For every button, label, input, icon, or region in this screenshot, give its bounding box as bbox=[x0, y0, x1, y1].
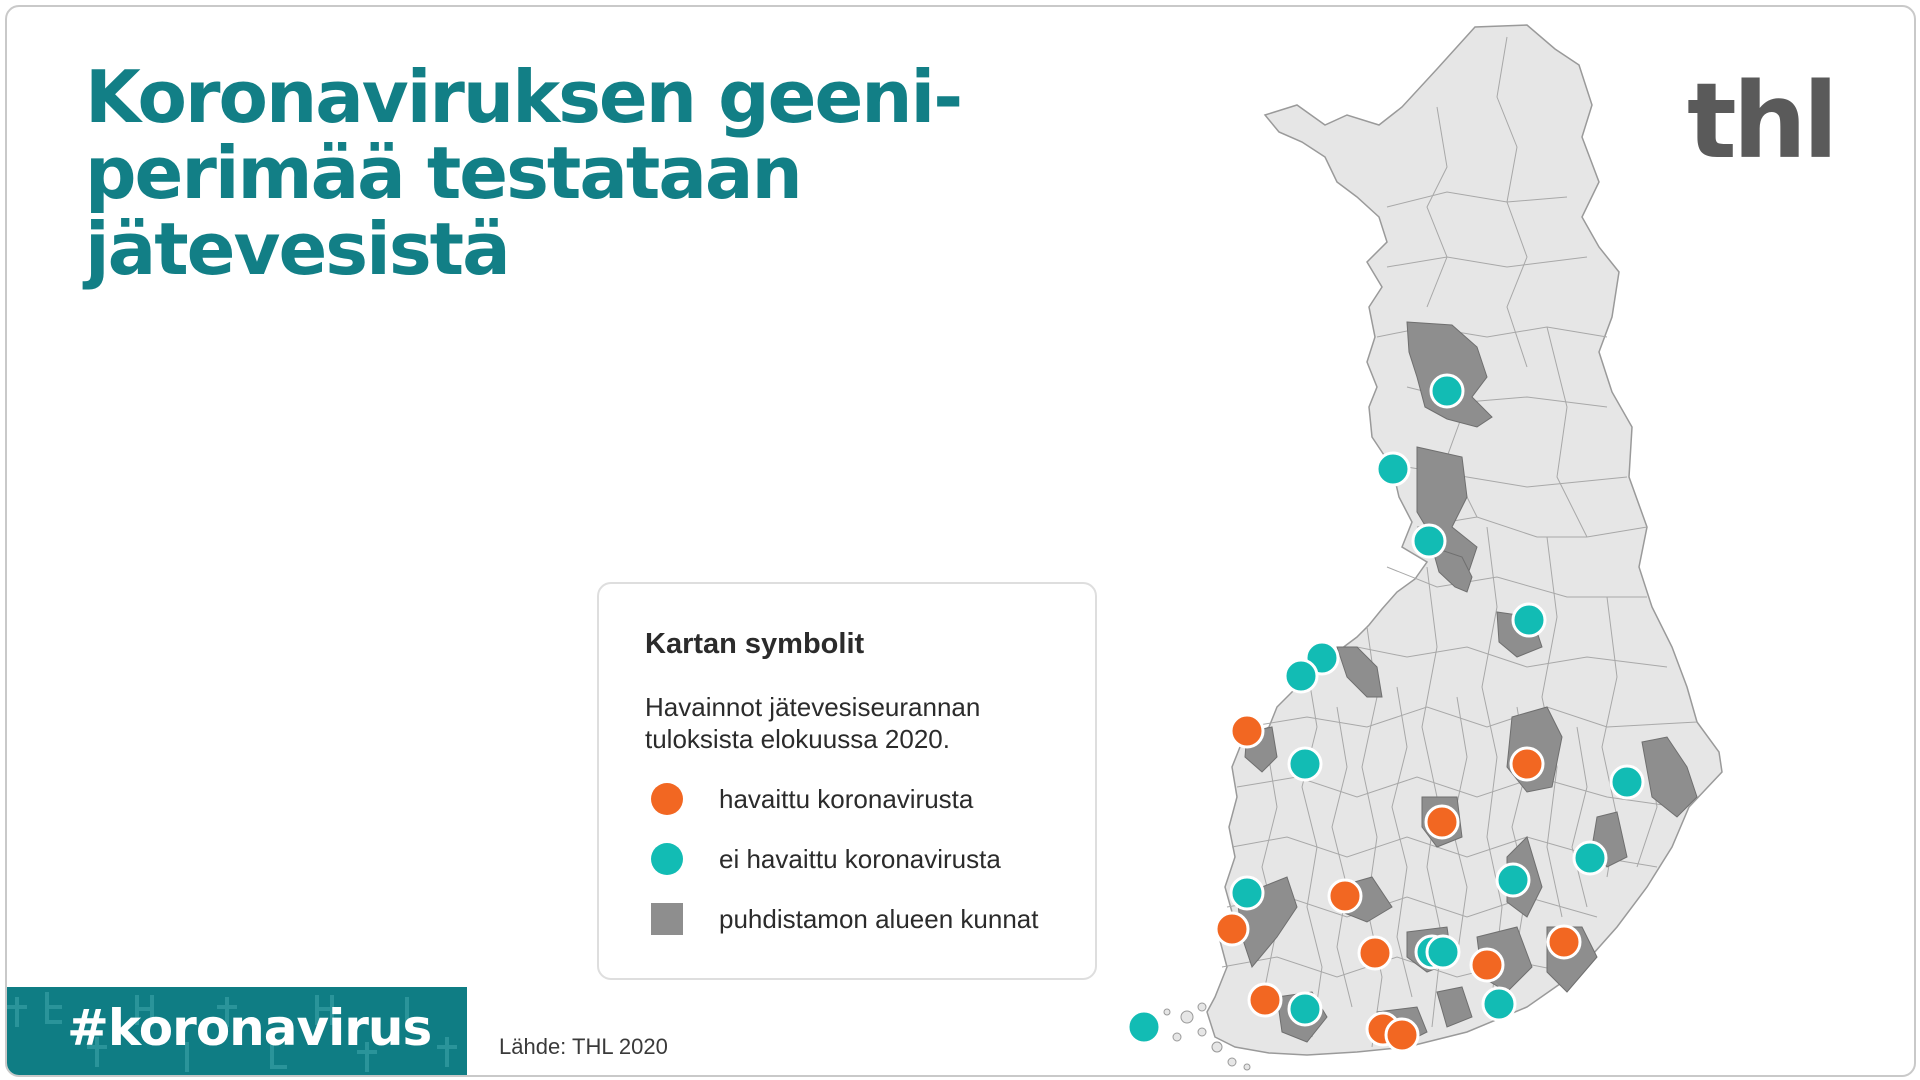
marker-not-detected bbox=[1511, 602, 1547, 638]
marker-detected bbox=[1509, 746, 1545, 782]
marker-not-detected bbox=[1495, 862, 1531, 898]
marker-detected bbox=[1247, 982, 1283, 1018]
hashtag-text: #koronavirus bbox=[67, 999, 432, 1057]
plant-areas bbox=[1236, 321, 1698, 1048]
map-legend: Kartan symbolit Havainnot jätevesiseuran… bbox=[597, 582, 1097, 980]
legend-label: ei havaittu koronavirusta bbox=[719, 844, 1001, 874]
plant-area-kokkola bbox=[1336, 646, 1383, 698]
plant-area-joensuu bbox=[1641, 736, 1698, 818]
marker-detected bbox=[1424, 804, 1460, 840]
marker-detected bbox=[1229, 713, 1265, 749]
marker-detected bbox=[1546, 924, 1582, 960]
title-line-2: perimää testataan bbox=[85, 131, 803, 215]
legend-label: havaittu koronavirusta bbox=[719, 784, 974, 814]
marker-not-detected bbox=[1287, 746, 1323, 782]
page-title: Koronaviruksen geeni- perimää testataan … bbox=[85, 59, 1085, 287]
marker-not-detected bbox=[1411, 523, 1447, 559]
marker-detected bbox=[1214, 911, 1250, 947]
marker-detected bbox=[1357, 935, 1393, 971]
marker-not-detected bbox=[1429, 373, 1465, 409]
marker-not-detected bbox=[1229, 875, 1265, 911]
teal-dot-icon bbox=[651, 843, 683, 875]
background-pattern bbox=[7, 992, 457, 1072]
title-line-1: Koronaviruksen geeni- bbox=[85, 55, 963, 139]
orange-dot-icon bbox=[651, 783, 683, 815]
marker-not-detected bbox=[1609, 764, 1645, 800]
marker-detected bbox=[1469, 947, 1505, 983]
markers-not-detected bbox=[1126, 373, 1645, 1045]
marker-detected bbox=[1327, 878, 1363, 914]
grey-square-icon bbox=[651, 903, 683, 935]
marker-not-detected bbox=[1126, 1009, 1162, 1045]
plant-area-porvoo bbox=[1436, 986, 1473, 1028]
marker-not-detected bbox=[1481, 986, 1517, 1022]
legend-item-not-detected: ei havaittu koronavirusta bbox=[645, 841, 1095, 901]
source-note: Lähde: THL 2020 bbox=[499, 1034, 668, 1059]
marker-not-detected bbox=[1287, 991, 1323, 1027]
marker-detected bbox=[1384, 1017, 1420, 1053]
infographic-frame: Koronaviruksen geeni- perimää testataan … bbox=[5, 5, 1916, 1077]
legend-title: Kartan symbolit bbox=[645, 628, 865, 660]
legend-description: Havainnot jätevesiseurannan tuloksista e… bbox=[645, 692, 981, 754]
hashtag-banner: #koronavirus bbox=[7, 987, 467, 1075]
legend-label: puhdistamon alueen kunnat bbox=[719, 904, 1039, 934]
markers-detected bbox=[1214, 713, 1582, 1053]
marker-not-detected bbox=[1572, 840, 1608, 876]
legend-item-detected: havaittu koronavirusta bbox=[645, 781, 1095, 841]
title-line-3: jätevesistä bbox=[85, 207, 511, 291]
marker-not-detected bbox=[1375, 451, 1411, 487]
legend-item-plant-area: puhdistamon alueen kunnat bbox=[645, 901, 1095, 961]
plant-area-oulu bbox=[1431, 546, 1473, 593]
marker-not-detected bbox=[1283, 658, 1319, 694]
thl-logo: thl bbox=[1687, 60, 1838, 182]
finland-map bbox=[1126, 24, 1723, 1071]
archipelago-islands bbox=[1163, 1002, 1251, 1071]
marker-not-detected bbox=[1425, 934, 1461, 970]
